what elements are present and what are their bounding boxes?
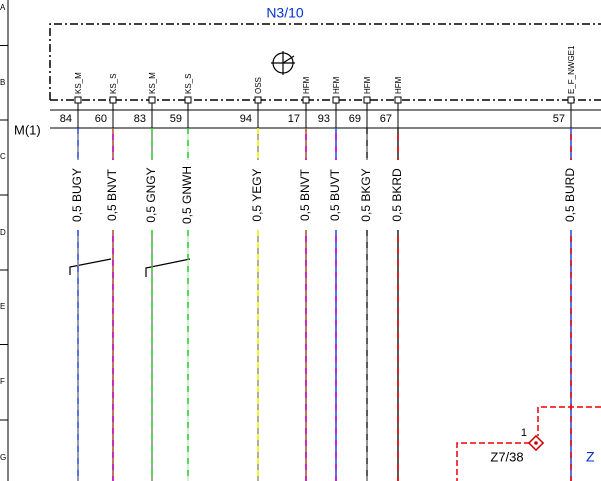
- pin-number: 94: [240, 113, 252, 125]
- wire-label: 0,5 GNGY: [144, 167, 158, 222]
- pin-number: 67: [380, 113, 392, 125]
- pin-number: 69: [349, 113, 361, 125]
- pin-number: 93: [318, 113, 330, 125]
- margin-letter: F: [0, 377, 5, 386]
- wire-label: 0,5 BKRD: [390, 168, 404, 222]
- pin-name: OSS: [254, 77, 263, 94]
- plug-label: M(1): [14, 122, 41, 137]
- pin-number: 17: [288, 113, 300, 125]
- pin-number: 83: [134, 113, 146, 125]
- margin-letter: G: [0, 453, 6, 462]
- pin-name: KS_S: [184, 74, 193, 94]
- pin-terminal: [184, 96, 192, 104]
- splice-ref: Z: [586, 449, 595, 465]
- wire-label: 0,5 BUGY: [70, 168, 84, 222]
- wire-label: 0,5 BNVT: [298, 168, 312, 221]
- margin-letter: C: [0, 152, 6, 161]
- margin-letter: E: [0, 302, 5, 311]
- wire-label: 0,5 YEGY: [250, 168, 264, 221]
- pin-name: KS_S: [109, 74, 118, 94]
- wire-label: 0,5 BUVT: [328, 168, 342, 221]
- pin-name: KS_M: [74, 72, 83, 94]
- splice-label: Z7/38: [490, 449, 523, 464]
- shield: [69, 258, 191, 277]
- wire-label: 0,5 BKGY: [359, 168, 373, 221]
- pin-terminal: [332, 96, 340, 104]
- pin-number: 84: [60, 113, 72, 125]
- pin-name: HFM: [394, 76, 403, 94]
- sensor-symbol: [271, 51, 295, 75]
- pin-name: HFM: [332, 76, 341, 94]
- pin-terminal: [254, 96, 262, 104]
- connector-outline: [49, 23, 601, 100]
- pin-number: 60: [95, 113, 107, 125]
- connector-label: N3/10: [266, 5, 304, 21]
- margin-letter: B: [0, 78, 5, 87]
- pin-terminal: [109, 96, 117, 104]
- pin-name: HFM: [363, 76, 372, 94]
- wire-label: 0,5 GNWH: [180, 166, 194, 224]
- pin-name: KS_M: [148, 72, 157, 94]
- pin-terminal: [74, 96, 82, 104]
- pin-terminal: [567, 96, 575, 104]
- pin-terminal: [363, 96, 371, 104]
- pin-terminal: [302, 96, 310, 104]
- wire-label: 0,5 BNVT: [105, 168, 119, 221]
- pin-terminal: [148, 96, 156, 104]
- pin-terminal: [394, 96, 402, 104]
- pin-name: HFM: [302, 76, 311, 94]
- splice-pin: 1: [521, 427, 527, 439]
- pin-number: 57: [553, 113, 565, 125]
- pin-name: E_F_NWGE1: [567, 45, 576, 94]
- margin-letter: A: [0, 3, 6, 12]
- splice-wiring: [456, 406, 601, 481]
- pin-number: 59: [170, 113, 182, 125]
- wire-label: 0,5 BURD: [563, 168, 577, 222]
- margin-letter: D: [0, 228, 6, 237]
